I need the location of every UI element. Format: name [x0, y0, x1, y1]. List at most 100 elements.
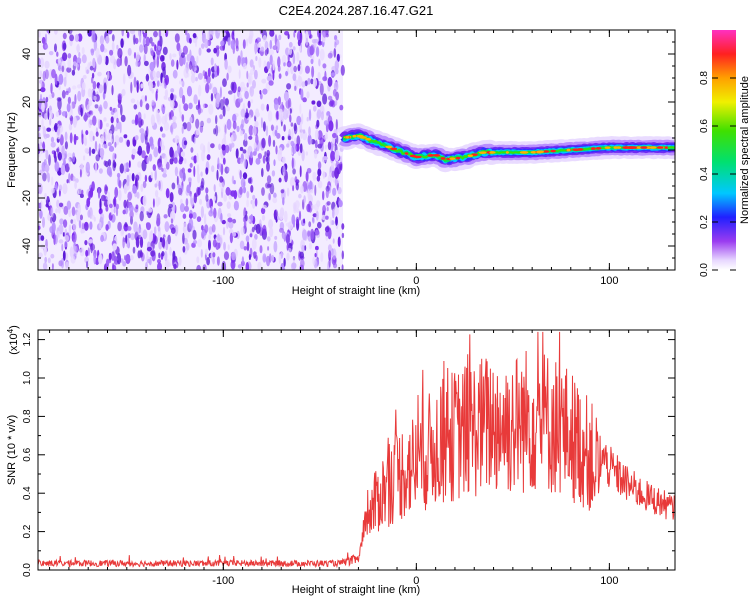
ridge-peak — [440, 157, 446, 160]
noise-speck — [103, 100, 108, 110]
noise-speck — [191, 200, 194, 206]
noise-speck — [93, 253, 97, 265]
noise-speck — [317, 221, 322, 229]
noise-speck — [169, 99, 175, 108]
noise-speck — [268, 219, 274, 229]
noise-speck — [42, 172, 47, 182]
noise-speck — [261, 187, 265, 196]
noise-speck — [91, 148, 96, 154]
noise-speck — [98, 208, 103, 215]
colorbar-label: Normalized spectral amplitude — [739, 76, 750, 224]
noise-speck — [317, 180, 323, 189]
noise-speck — [153, 146, 159, 158]
noise-speck — [259, 245, 263, 254]
noise-speck — [279, 227, 284, 233]
noise-speck — [244, 112, 250, 119]
noise-speck — [119, 163, 125, 174]
snr-y-scale-note: (x104) — [6, 325, 20, 355]
noise-speck — [70, 219, 74, 224]
noise-speck — [262, 88, 268, 95]
noise-speck — [64, 150, 68, 160]
noise-speck — [233, 200, 239, 211]
noise-speck — [40, 200, 43, 211]
y-tick-label: 0.8 — [22, 409, 33, 423]
noise-speck — [247, 177, 252, 184]
noise-speck — [226, 72, 229, 81]
noise-speck — [65, 90, 69, 96]
noise-speck — [276, 40, 280, 52]
noise-speck — [135, 236, 140, 248]
noise-speck — [314, 184, 317, 196]
noise-speck — [301, 244, 305, 253]
noise-speck — [153, 226, 157, 235]
noise-speck — [193, 193, 197, 204]
noise-speck — [287, 97, 292, 110]
noise-speck — [144, 174, 148, 182]
noise-speck — [227, 65, 232, 74]
noise-speck — [290, 122, 294, 127]
noise-speck — [328, 250, 332, 261]
noise-speck — [133, 52, 137, 59]
noise-speck — [161, 167, 164, 172]
noise-speck — [39, 93, 43, 102]
noise-speck — [273, 240, 278, 253]
noise-speck — [201, 225, 204, 231]
noise-speck — [190, 147, 194, 153]
noise-speck — [257, 42, 262, 48]
noise-speck — [246, 218, 251, 223]
noise-speck — [260, 103, 265, 111]
noise-speck — [246, 241, 250, 252]
colorbar-gradient — [712, 30, 736, 270]
noise-speck — [326, 206, 329, 212]
noise-speck — [305, 65, 310, 74]
noise-speck — [310, 137, 313, 145]
noise-speck — [83, 134, 87, 146]
noise-speck — [140, 251, 143, 258]
noise-speck — [254, 233, 258, 240]
noise-speck — [330, 72, 336, 77]
noise-speck — [177, 143, 181, 155]
noise-speck — [291, 143, 297, 155]
noise-speck — [292, 256, 296, 265]
noise-speck — [186, 242, 190, 251]
noise-speck — [151, 42, 155, 47]
ridge-peak — [623, 146, 629, 149]
noise-speck — [81, 54, 87, 64]
noise-speck — [63, 205, 69, 215]
colorbar-tick-label: 0.0 — [699, 263, 710, 277]
noise-speck — [319, 48, 325, 61]
ridge-peak — [489, 151, 496, 154]
noise-speck — [66, 67, 72, 73]
noise-speck — [199, 120, 204, 127]
noise-speck — [200, 43, 205, 49]
x-tick-label: 100 — [600, 575, 618, 587]
noise-speck — [122, 209, 126, 215]
noise-speck — [116, 58, 121, 68]
noise-speck — [287, 108, 291, 118]
noise-speck — [235, 37, 239, 50]
noise-speck — [308, 200, 313, 213]
noise-speck — [57, 151, 63, 161]
noise-speck — [289, 177, 295, 187]
noise-speck — [113, 257, 118, 262]
noise-speck — [187, 168, 192, 173]
noise-speck — [249, 233, 253, 238]
noise-speck — [105, 258, 110, 268]
noise-speck — [316, 119, 320, 128]
noise-speck — [219, 114, 224, 120]
noise-speck — [50, 136, 55, 143]
noise-speck — [39, 138, 42, 151]
noise-speck — [293, 124, 298, 135]
noise-speck — [226, 220, 229, 229]
noise-speck — [299, 31, 303, 44]
ridge-peak — [595, 147, 602, 150]
noise-speck — [195, 127, 200, 136]
noise-speck — [156, 56, 159, 68]
noise-speck — [46, 127, 52, 132]
ridge-peak — [590, 147, 596, 150]
snr-panel: -100 0 100 0.0 0.2 0.4 0.6 0.8 1.0 1.2 Height of … — [6, 325, 676, 596]
noise-speck — [268, 49, 274, 56]
noise-speck — [86, 111, 91, 118]
noise-speck — [182, 122, 188, 130]
noise-speck — [278, 253, 282, 264]
